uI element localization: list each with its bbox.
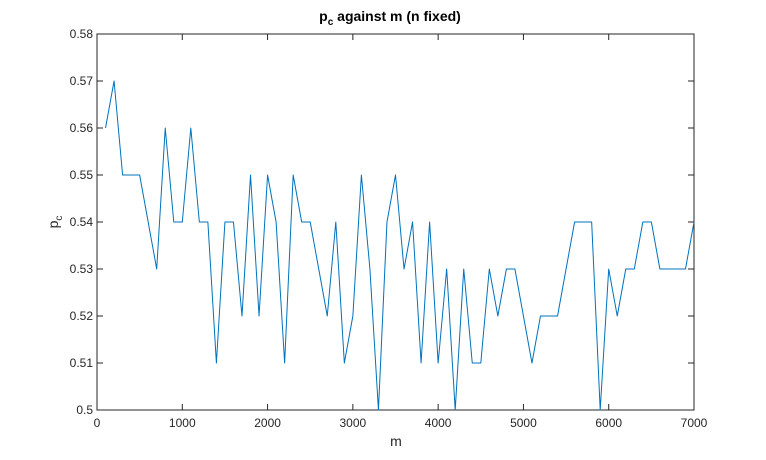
x-tick-label: 0 (94, 416, 101, 430)
y-tick-label: 0.54 (70, 215, 94, 229)
series-group (105, 80, 695, 411)
y-tick-label: 0.52 (70, 309, 94, 323)
y-tick-label: 0.5 (76, 403, 93, 417)
x-axis-label: m (390, 433, 402, 449)
plot-area (96, 33, 695, 411)
x-axis-ticks: 0 1000 2000 3000 4000 5000 6000 7000 (94, 34, 708, 430)
x-tick-label: 4000 (425, 416, 452, 430)
y-tick-label: 0.55 (70, 168, 94, 182)
y-tick-label: 0.53 (70, 262, 94, 276)
y-tick-label: 0.58 (70, 27, 94, 41)
chart-title: pc against m (n fixed) (319, 8, 461, 28)
y-tick-label: 0.56 (70, 121, 94, 135)
x-tick-label: 2000 (254, 416, 281, 430)
axes-box (96, 33, 695, 411)
x-tick-label: 1000 (169, 416, 196, 430)
x-tick-label: 3000 (340, 416, 367, 430)
y-tick-label: 0.57 (70, 74, 94, 88)
y-axis-label: pc (45, 216, 65, 229)
x-tick-label: 6000 (595, 416, 622, 430)
y-axis-ticks: 0.5 0.51 0.52 0.53 0.54 0.55 0.56 0.57 0.58 (70, 27, 694, 417)
series-line (105, 80, 695, 411)
y-tick-label: 0.51 (70, 356, 94, 370)
x-tick-label: 5000 (510, 416, 537, 430)
x-tick-label: 7000 (681, 416, 708, 430)
